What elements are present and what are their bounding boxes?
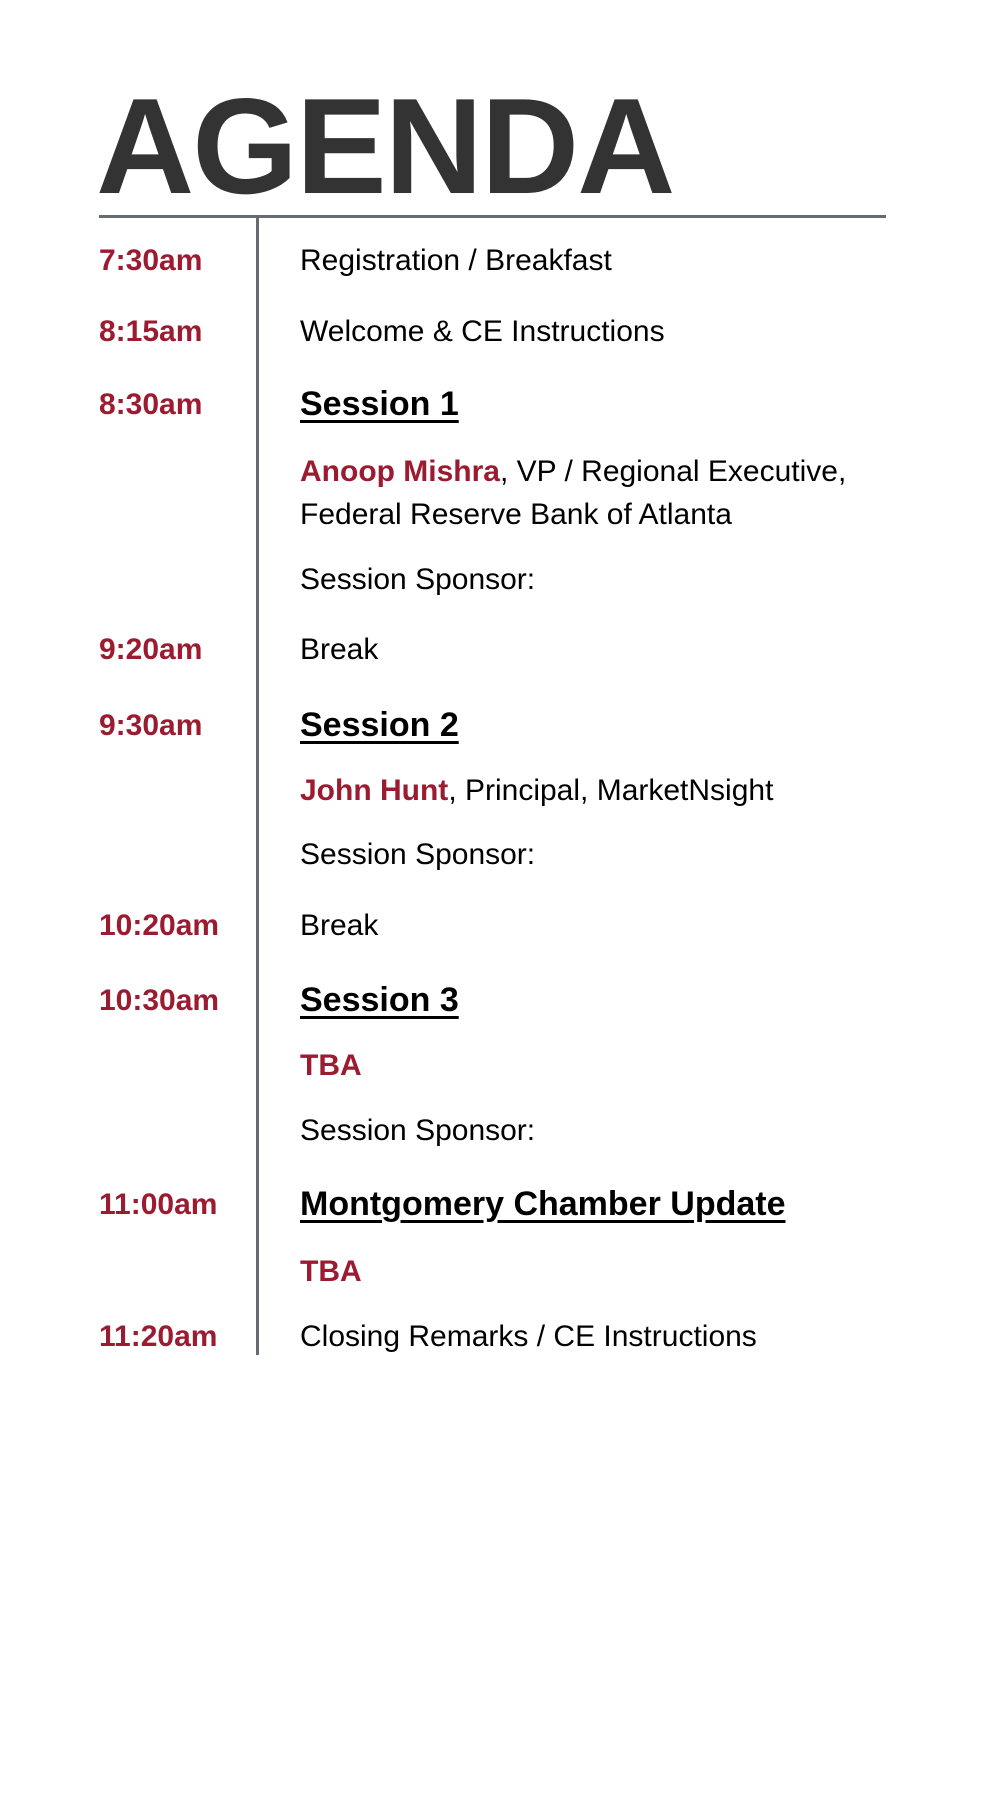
time: 10:20am xyxy=(99,909,220,942)
agenda-row: Session Sponsor: xyxy=(0,558,1000,601)
speaker-affiliation: , VP / Regional Executive, Federal Reser… xyxy=(300,455,847,531)
item-text: Break xyxy=(300,909,379,942)
agenda-row: 9:20am Break xyxy=(0,628,1000,671)
agenda-row: Session Sponsor: xyxy=(0,1109,1000,1152)
agenda-row: 8:30am Session 1 xyxy=(0,383,1000,426)
time: 8:15am xyxy=(99,315,203,348)
agenda-row: 10:30am Session 3 xyxy=(0,979,1000,1022)
item-text: Session Sponsor: xyxy=(300,1114,536,1147)
agenda-row: John Hunt, Principal, MarketNsight xyxy=(0,769,1000,812)
agenda-row: 8:15am Welcome & CE Instructions xyxy=(0,310,1000,353)
item-text: Registration / Breakfast xyxy=(300,244,612,277)
time: 9:30am xyxy=(99,709,203,742)
item-body: Closing Remarks / CE Instructions xyxy=(300,1315,880,1358)
item-body: Break xyxy=(300,904,880,947)
item-text: Session Sponsor: xyxy=(300,838,536,871)
item-body: Break xyxy=(300,628,880,671)
agenda-row: TBA xyxy=(0,1044,1000,1087)
timeline-rule xyxy=(256,217,259,1355)
item-body: Session 3 xyxy=(300,979,880,1023)
agenda-row: 11:20am Closing Remarks / CE Instructions xyxy=(0,1315,1000,1358)
time: 11:20am xyxy=(99,1320,218,1353)
item-body: John Hunt, Principal, MarketNsight xyxy=(300,769,880,812)
speaker-name: John Hunt xyxy=(300,774,449,807)
speaker-name: Anoop Mishra xyxy=(300,455,500,488)
title-rule xyxy=(99,215,886,218)
page-title: AGENDA xyxy=(96,70,675,222)
time: 9:20am xyxy=(99,633,203,666)
item-body: Session 1 xyxy=(300,383,880,427)
agenda-row: 11:00am Montgomery Chamber Update xyxy=(0,1183,1000,1226)
agenda-row: 10:20am Break xyxy=(0,904,1000,947)
time: 10:30am xyxy=(99,984,220,1017)
item-text: Closing Remarks / CE Instructions xyxy=(300,1320,757,1353)
session-heading: Session 3 xyxy=(300,981,459,1019)
session-heading: Montgomery Chamber Update xyxy=(300,1185,786,1223)
item-text: Welcome & CE Instructions xyxy=(300,315,665,348)
item-body: Welcome & CE Instructions xyxy=(300,310,880,353)
time: 11:00am xyxy=(99,1188,218,1221)
agenda-row: 7:30am Registration / Breakfast xyxy=(0,239,1000,282)
session-heading: Session 2 xyxy=(300,706,459,744)
agenda-row: 9:30am Session 2 xyxy=(0,704,1000,747)
speaker-affiliation: , Principal, MarketNsight xyxy=(448,774,774,807)
item-body: Montgomery Chamber Update xyxy=(300,1183,880,1227)
item-text: Break xyxy=(300,633,379,666)
item-body: TBA xyxy=(300,1044,880,1087)
speaker-name: TBA xyxy=(300,1255,362,1288)
item-body: Session Sponsor: xyxy=(300,1109,880,1152)
item-body: Session 2 xyxy=(300,704,880,748)
item-body: Session Sponsor: xyxy=(300,833,880,876)
item-body: Registration / Breakfast xyxy=(300,239,880,282)
session-heading: Session 1 xyxy=(300,385,459,423)
time: 7:30am xyxy=(99,244,203,277)
item-body: Session Sponsor: xyxy=(300,558,880,601)
item-text: Session Sponsor: xyxy=(300,563,536,596)
agenda-row: TBA xyxy=(0,1250,1000,1293)
time: 8:30am xyxy=(99,388,203,421)
speaker-name: TBA xyxy=(300,1049,362,1082)
agenda-row: Anoop Mishra, VP / Regional Executive, F… xyxy=(0,450,1000,531)
item-body: TBA xyxy=(300,1250,880,1293)
item-body: Anoop Mishra, VP / Regional Executive, F… xyxy=(300,450,880,536)
agenda-row: Session Sponsor: xyxy=(0,833,1000,876)
